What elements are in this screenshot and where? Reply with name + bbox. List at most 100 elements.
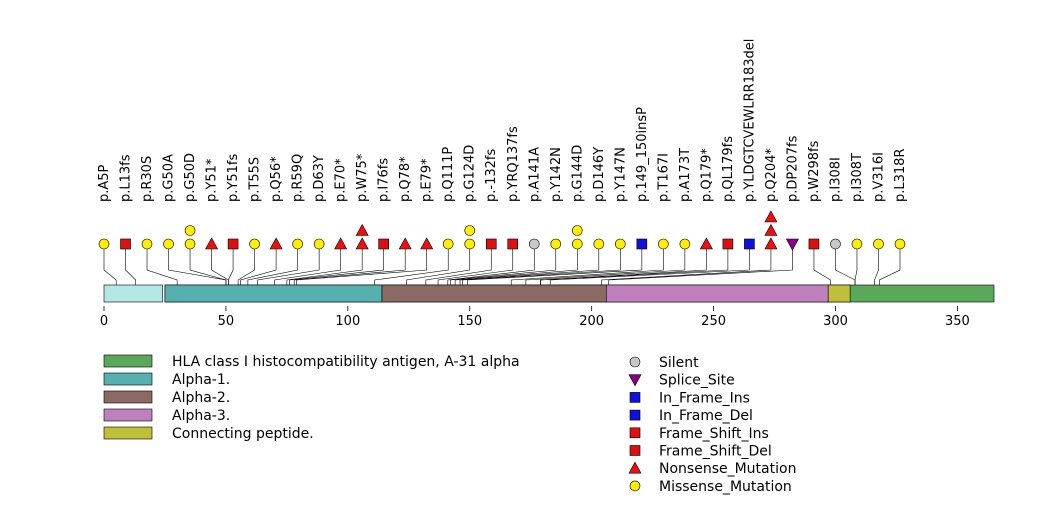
mutation-stem (549, 244, 750, 285)
legend-mutation-label-4: Frame_Shift_Ins (659, 426, 769, 442)
mutation-stem (103, 244, 117, 285)
mutation-marker (205, 237, 219, 250)
mutation-marker (485, 238, 497, 250)
mutation-stem (425, 244, 492, 285)
mutation-marker (313, 238, 325, 250)
x-tick-label-250: 250 (701, 314, 726, 329)
mutation-label: p.T55S (248, 157, 263, 202)
mutation-label: p.A173T (678, 148, 693, 202)
mutation-marker (249, 238, 260, 250)
mutation-marker (420, 237, 434, 250)
legend-mutation-marker-2 (629, 392, 641, 403)
mutation-label: p.Q179* (699, 148, 714, 202)
mutation-stem (240, 244, 277, 285)
mutation-label: p.Q78* (398, 156, 413, 202)
mutation-stem (854, 244, 858, 285)
x-tick-label-0: 0 (100, 314, 108, 329)
mutation-stem (286, 244, 363, 285)
mutation-marker (764, 210, 778, 223)
mutation-stem (168, 244, 227, 285)
mutation-label: p.L13fs (119, 154, 134, 202)
mutation-stem (454, 244, 578, 285)
mutation-marker (764, 223, 778, 236)
legend-domain-swatch-3 (103, 408, 153, 422)
legend-mutation-label-1: Splice_Site (659, 373, 735, 389)
mutation-label: p.Y142N (549, 147, 564, 202)
mutation-marker (615, 238, 626, 250)
mutation-stem (462, 244, 621, 285)
legend-mutation-marker-7 (629, 480, 641, 492)
legend-mutation-label-2: In_Frame_Ins (659, 390, 750, 406)
legend-mutation-marker-0 (629, 356, 641, 368)
mutation-stem (525, 244, 686, 285)
legend-domain-swatch-2 (103, 390, 153, 404)
mutation-label: p.R59Q (291, 154, 306, 202)
mutation-stem (146, 244, 178, 285)
legend-domain-swatch-0 (103, 354, 153, 368)
mutation-marker (722, 238, 734, 250)
mutation-stem (874, 244, 879, 285)
legend-domain-label-0: HLA class I histocompatibility antigen, … (172, 354, 520, 370)
mutation-marker (571, 225, 583, 236)
mutation-stem (540, 244, 729, 285)
domain-bar-4 (827, 284, 851, 303)
mutation-stem (437, 244, 514, 285)
mutation-marker (658, 238, 669, 250)
mutation-stem (406, 244, 471, 285)
x-tick-label-350: 350 (945, 314, 970, 329)
mutation-label: p.Q204* (764, 148, 779, 202)
mutation-label: p.W298fs (807, 140, 822, 202)
mutation-marker (764, 237, 778, 250)
mutation-marker (550, 238, 562, 250)
mutation-label: p.Q111P (441, 147, 456, 202)
mutation-stem (289, 244, 384, 285)
domain-bar-3 (606, 284, 829, 303)
mutation-stem (296, 244, 428, 285)
mutation-marker (141, 238, 153, 250)
mutation-label: p.Y147N (613, 147, 628, 202)
x-tick-label-50: 50 (218, 314, 235, 329)
mutation-marker (528, 238, 540, 250)
mutation-label: p.G50A (162, 154, 177, 202)
mutation-marker (442, 238, 454, 250)
legend-mutation-marker-4 (629, 427, 641, 439)
mutation-marker (507, 238, 519, 250)
mutation-marker (699, 237, 713, 250)
legend-domain-swatch-1 (103, 372, 153, 386)
mutation-marker (98, 238, 110, 250)
mutation-stem (879, 244, 901, 285)
mutation-marker (744, 238, 755, 250)
mutation-stem (813, 244, 831, 285)
mutation-marker (334, 237, 348, 250)
mutation-stem (449, 244, 557, 285)
domain-bar-2 (381, 284, 607, 303)
mutation-marker (464, 238, 476, 250)
mutation-label: p.A141A (527, 147, 542, 202)
signal-region-bar (103, 284, 163, 303)
mutation-stem (459, 244, 600, 285)
mutation-stem (510, 244, 664, 285)
mutation-marker (227, 238, 239, 250)
mutation-marker (355, 237, 369, 250)
mutation-label: p.DP207fs (785, 135, 800, 202)
mutation-marker (593, 238, 605, 250)
legend-mutation-marker-6 (628, 461, 642, 474)
mutation-stem (125, 244, 136, 285)
mutation-marker (120, 238, 131, 250)
mutation-label: p.YRQ137fs (506, 126, 521, 202)
mutation-label: p.I308I (828, 157, 843, 202)
mutation-label: p.G50D (183, 153, 198, 202)
mutation-label: p.Q56* (269, 156, 284, 202)
mutation-marker (464, 225, 476, 236)
mutation-label: p.W75* (355, 153, 370, 202)
mutation-marker (851, 238, 863, 250)
x-tick-label-100: 100 (335, 314, 360, 329)
mutation-stem (274, 244, 341, 285)
legend-domain-swatch-4 (103, 426, 153, 440)
mutation-label: p.QL179fs (721, 136, 736, 202)
x-tick-label-200: 200 (579, 314, 604, 329)
mutation-label: p.E70* (334, 158, 349, 202)
legend-mutation-label-5: Frame_Shift_Del (659, 444, 772, 460)
mutation-marker (571, 238, 583, 250)
